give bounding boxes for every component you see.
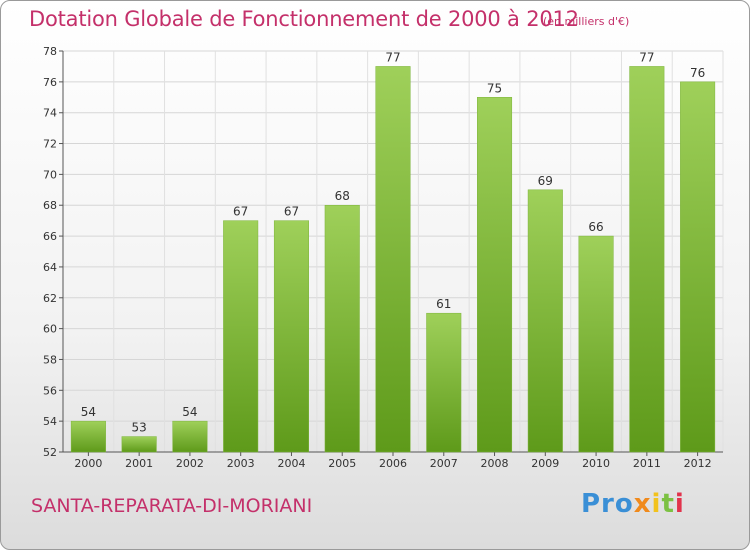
y-tick-label: 52: [43, 446, 57, 459]
bar-value-label: 67: [284, 205, 299, 219]
y-tick-label: 58: [43, 353, 57, 366]
x-tick-label: 2003: [227, 457, 255, 470]
bar-value-label: 54: [182, 405, 197, 419]
x-tick-label: 2012: [684, 457, 712, 470]
logo-part: Pro: [581, 489, 634, 519]
x-tick-label: 2005: [328, 457, 356, 470]
bar[interactable]: [223, 220, 259, 453]
y-tick-label: 70: [43, 168, 57, 181]
x-tick-label: 2008: [481, 457, 509, 470]
logo-part: x: [633, 489, 652, 519]
bar[interactable]: [273, 220, 309, 453]
y-tick-label: 68: [43, 199, 57, 212]
bar-value-label: 76: [690, 66, 705, 80]
proxiti-logo[interactable]: Proxiti: [581, 489, 685, 519]
chart-title: Dotation Globale de Fonctionnement de 20…: [29, 7, 579, 31]
y-tick-label: 74: [43, 107, 57, 120]
y-tick-label: 60: [43, 323, 57, 336]
x-tick-label: 2009: [531, 457, 559, 470]
bar-value-label: 53: [132, 421, 147, 435]
bar[interactable]: [477, 97, 513, 453]
logo-part: i: [674, 489, 685, 519]
bar[interactable]: [680, 81, 716, 453]
y-tick-label: 62: [43, 292, 57, 305]
y-tick-label: 66: [43, 230, 57, 243]
x-tick-label: 2004: [277, 457, 305, 470]
bar[interactable]: [578, 235, 614, 453]
bar[interactable]: [172, 420, 208, 453]
chart-unit-label: (en milliers d'€): [543, 15, 630, 28]
x-tick-label: 2010: [582, 457, 610, 470]
y-tick-label: 72: [43, 138, 57, 151]
commune-name: SANTA-REPARATA-DI-MORIANI: [31, 495, 313, 517]
y-tick-label: 56: [43, 384, 57, 397]
bar-value-label: 54: [81, 405, 96, 419]
x-tick-label: 2007: [430, 457, 458, 470]
x-tick-label: 2000: [74, 457, 102, 470]
bar-value-label: 66: [588, 220, 603, 234]
bar-value-label: 68: [335, 189, 350, 203]
labels: 52 54 56 58 60 62 64 66 68 70 72 74 76 78 54 2000 53 2001…: [43, 45, 712, 470]
bar[interactable]: [121, 436, 157, 453]
y-tick-label: 78: [43, 45, 57, 58]
bar-value-label: 75: [487, 81, 502, 95]
bar[interactable]: [629, 66, 665, 453]
bar[interactable]: [527, 189, 563, 453]
bar[interactable]: [426, 312, 462, 453]
bar-value-label: 77: [385, 50, 400, 64]
bar[interactable]: [70, 420, 106, 453]
bar[interactable]: [375, 66, 411, 453]
bar-value-label: 77: [639, 50, 654, 64]
logo-part: i: [651, 489, 662, 519]
x-tick-label: 2011: [633, 457, 661, 470]
logo-part: t: [661, 489, 675, 519]
y-tick-label: 64: [43, 261, 57, 274]
x-tick-label: 2001: [125, 457, 153, 470]
bar-value-label: 61: [436, 297, 451, 311]
bars: [70, 66, 716, 453]
x-tick-label: 2006: [379, 457, 407, 470]
bar-value-label: 69: [538, 174, 553, 188]
y-tick-label: 76: [43, 76, 57, 89]
bar[interactable]: [324, 204, 360, 453]
y-tick-label: 54: [43, 415, 57, 428]
bar-value-label: 67: [233, 205, 248, 219]
x-tick-label: 2002: [176, 457, 204, 470]
